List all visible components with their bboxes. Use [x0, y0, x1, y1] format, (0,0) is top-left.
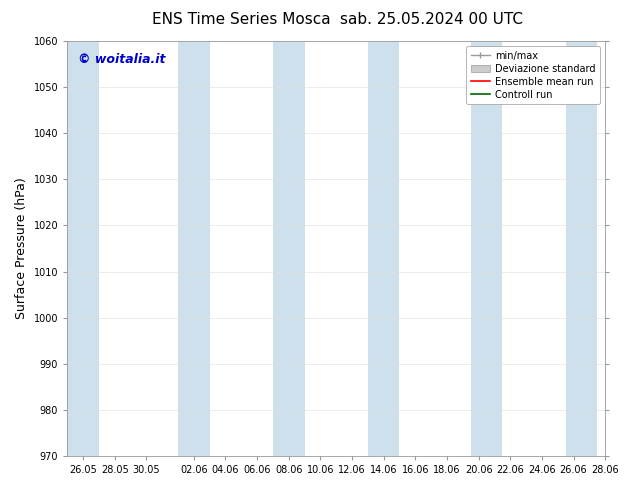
Bar — [178, 41, 210, 456]
Text: © woitalia.it: © woitalia.it — [78, 53, 165, 67]
Bar — [368, 41, 399, 456]
Text: sab. 25.05.2024 00 UTC: sab. 25.05.2024 00 UTC — [340, 12, 522, 27]
Bar — [67, 41, 99, 456]
Legend: min/max, Deviazione standard, Ensemble mean run, Controll run: min/max, Deviazione standard, Ensemble m… — [466, 46, 600, 104]
Bar — [470, 41, 502, 456]
Y-axis label: Surface Pressure (hPa): Surface Pressure (hPa) — [15, 178, 28, 319]
Bar — [566, 41, 597, 456]
Text: ENS Time Series Mosca: ENS Time Series Mosca — [152, 12, 330, 27]
Bar — [273, 41, 304, 456]
